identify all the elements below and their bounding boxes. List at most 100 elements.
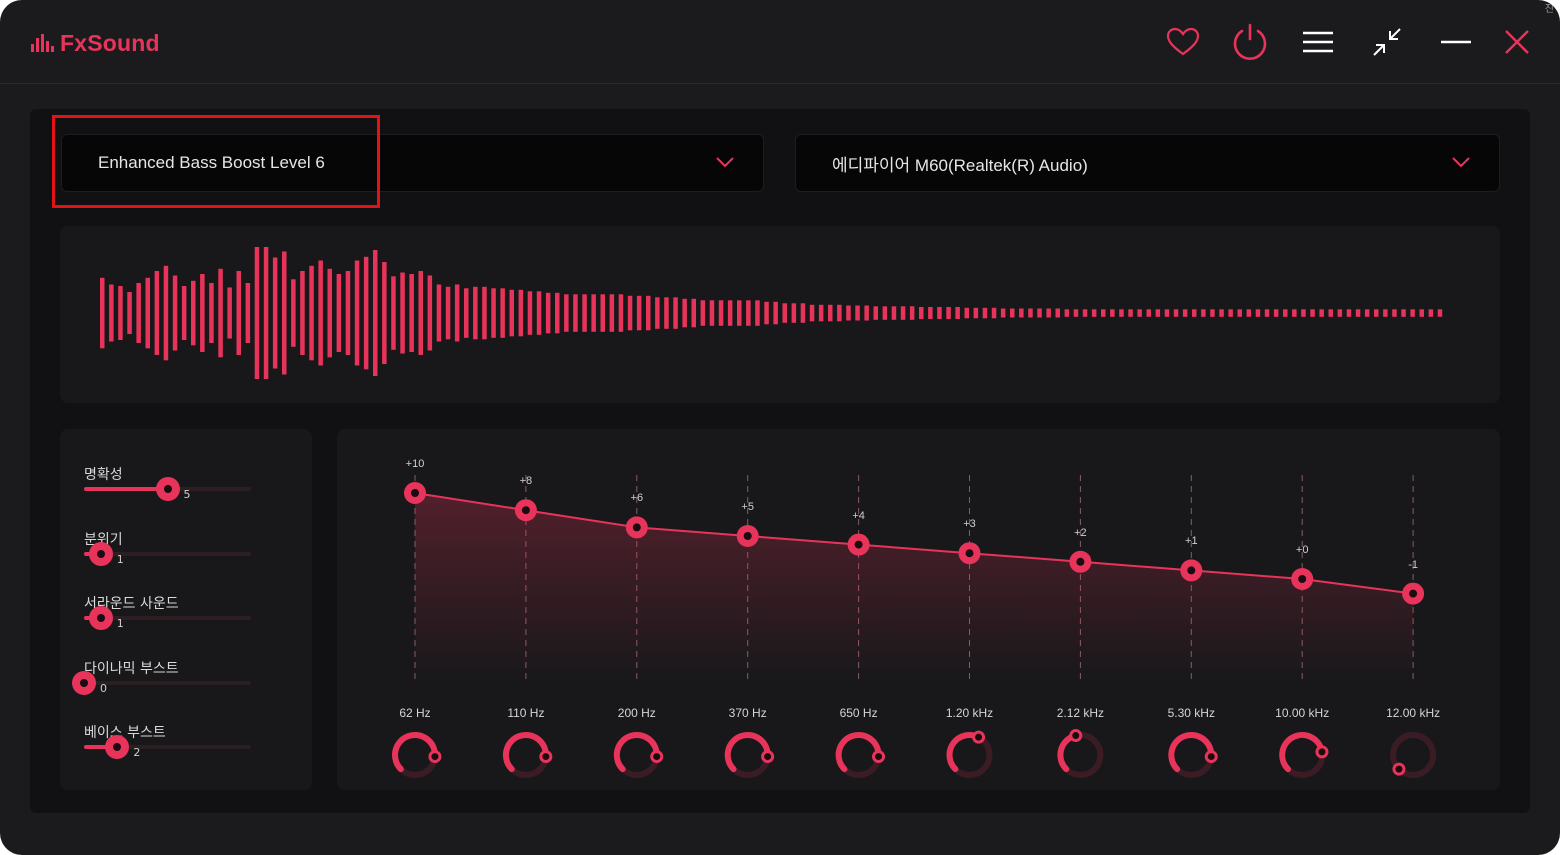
power-icon[interactable] [1230, 22, 1270, 62]
visualizer-bar [1019, 308, 1024, 318]
effect-value: 2 [133, 746, 141, 759]
eq-knob-arc [724, 732, 771, 773]
visualizer-bar [564, 294, 569, 332]
visualizer-bar [345, 271, 351, 355]
effect-slider-knob[interactable] [88, 606, 113, 630]
visualizer-bar [964, 307, 969, 319]
eq-knob-arc [946, 732, 982, 773]
visualizer-bar [700, 300, 706, 326]
effect-slider-knob[interactable] [155, 477, 180, 501]
visualizer-bar [1374, 309, 1379, 317]
visualizer-bar [1392, 309, 1397, 317]
effect-slider-row: 베이스 부스트 2 [84, 722, 284, 782]
visualizer-bar [263, 247, 269, 379]
effect-slider-knob[interactable] [72, 670, 96, 695]
visualizer-bar [1219, 309, 1224, 317]
visualizer-bar [1128, 309, 1133, 317]
visualizer-bar [627, 295, 633, 331]
visualizer-bar [527, 291, 533, 335]
visualizer-bar [1182, 309, 1188, 317]
effect-slider-track[interactable] [84, 735, 251, 759]
eq-knob-indicator[interactable] [761, 750, 775, 764]
visualizer-bar [1046, 308, 1051, 318]
effect-slider-fill [84, 487, 168, 491]
effect-slider-track[interactable] [84, 541, 251, 566]
eq-frequency-label: 110 Hz [507, 706, 545, 720]
visualizer-bar [354, 260, 360, 366]
visualizer-bar [300, 271, 305, 355]
visualizer-bar [673, 297, 678, 329]
visualizer-bar [491, 288, 496, 338]
visualizer-bar [1000, 308, 1006, 318]
visualizer-bar [837, 304, 842, 322]
visualizer-bar [536, 291, 542, 335]
visualizer-bar [1273, 309, 1279, 317]
visualizer-bar [454, 284, 460, 342]
effect-slider-track[interactable] [84, 477, 251, 501]
eq-knob-indicator[interactable] [539, 750, 553, 764]
visualizer-bar [236, 271, 241, 355]
visualizer-bar [482, 286, 487, 340]
chevron-down-icon [1452, 157, 1470, 168]
menu-icon[interactable] [1298, 22, 1338, 62]
preset-dropdown[interactable]: Enhanced Bass Boost Level 6 [61, 134, 764, 192]
effect-value: 1 [116, 617, 124, 630]
visualizer-bar [500, 288, 505, 338]
visualizer-bar [336, 274, 342, 352]
effect-slider-knob[interactable] [105, 735, 130, 759]
equalizer-panel: +10 62 Hz +8 110 Hz +6 200 Hz +5 370 Hz +4 650 Hz… [337, 429, 1500, 790]
visualizer-bar [946, 307, 951, 319]
visualizer-bar [1091, 309, 1097, 317]
visualizer-bar [955, 307, 960, 319]
eq-band-handle-center [411, 489, 419, 497]
eq-knob-indicator[interactable] [650, 750, 664, 764]
eq-gain-label: -1 [1408, 558, 1418, 571]
eq-knob-indicator[interactable] [1315, 745, 1329, 759]
visualizer-bar [100, 277, 105, 349]
visualizer-bar [1210, 309, 1215, 317]
logo-bars-icon [31, 34, 54, 52]
visualizer-bar [318, 260, 323, 366]
visualizer-bar [1028, 308, 1033, 318]
visualizer-bar [1346, 309, 1352, 317]
close-icon[interactable] [1497, 22, 1537, 62]
visualizer-bar [509, 289, 514, 337]
eq-knob-indicator[interactable] [428, 750, 442, 764]
eq-knob-indicator[interactable] [872, 750, 886, 764]
eq-frequency-label: 2.12 kHz [1056, 706, 1105, 720]
eq-knob-indicator[interactable] [1204, 750, 1218, 764]
visualizer-bar [900, 306, 906, 320]
heart-icon[interactable] [1163, 22, 1203, 62]
effect-slider-track[interactable] [84, 606, 251, 630]
visualizer-bar [1319, 309, 1324, 317]
output-device-dropdown[interactable]: 에디파이어 M60(Realtek(R) Audio) [795, 134, 1500, 192]
visualizer-bar [782, 303, 787, 323]
effect-slider-knob[interactable] [88, 541, 113, 566]
visualizer-bar [1073, 309, 1079, 317]
visualizer-bar [1401, 309, 1406, 317]
visualizer-bar [873, 306, 878, 320]
effect-value: 5 [183, 488, 191, 501]
visualizer-bar [145, 277, 150, 349]
visualizer-bar [464, 288, 469, 338]
effect-slider-row: 서라운드 사운드 1 [84, 593, 284, 653]
visualizer-bar [1101, 309, 1106, 317]
visualizer-bar [518, 289, 524, 337]
eq-frequency-label: 5.30 kHz [1167, 706, 1215, 720]
eq-frequency-label: 12.00 kHz [1386, 706, 1441, 720]
effect-slider-fill [84, 745, 118, 749]
eq-band-handle-center [1409, 589, 1418, 598]
visualizer-bar [181, 286, 187, 340]
visualizer-bar [1082, 309, 1088, 317]
visualizer-bar [891, 306, 897, 320]
eq-knob-indicator[interactable] [1392, 762, 1406, 776]
eq-knob-indicator[interactable] [972, 730, 986, 744]
eq-band-handle-center [854, 540, 863, 549]
visualizer-bar [327, 268, 332, 358]
eq-knob-indicator[interactable] [1069, 729, 1083, 743]
visualizer-bar [573, 294, 578, 332]
effect-slider-track[interactable] [72, 670, 251, 695]
minimize-icon[interactable] [1436, 22, 1476, 62]
minimize-to-mini-icon[interactable] [1367, 22, 1407, 62]
visualizer-bar [919, 307, 924, 319]
